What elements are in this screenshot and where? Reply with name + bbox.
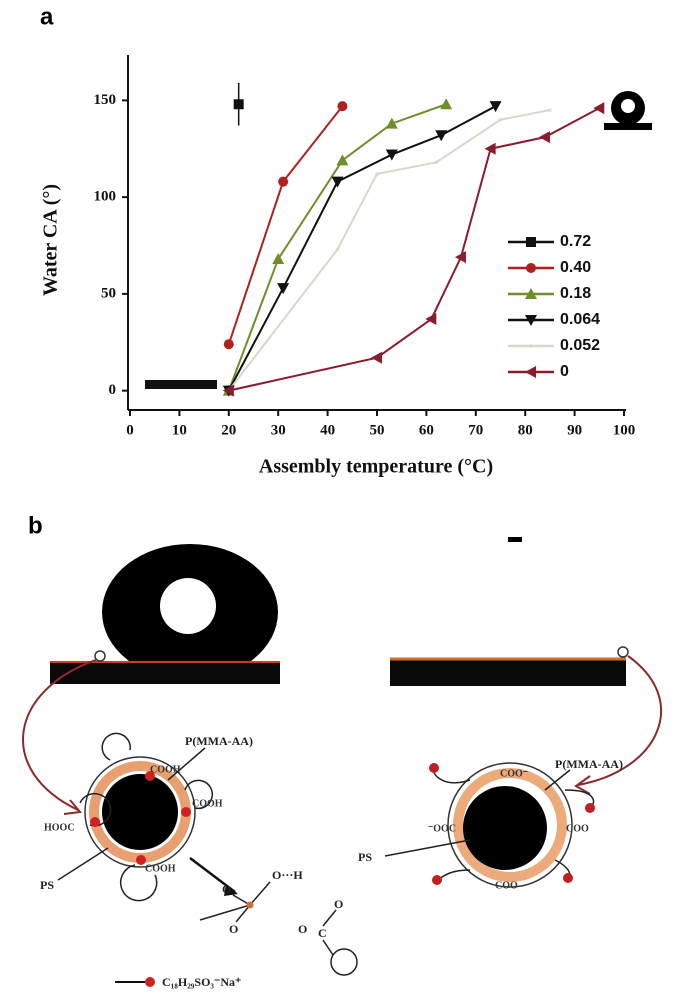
data-point bbox=[498, 117, 503, 122]
x-tick-label: 40 bbox=[320, 422, 335, 438]
particle bbox=[57, 732, 238, 902]
legend-dot bbox=[145, 977, 155, 987]
marker-bar bbox=[145, 380, 217, 389]
arrow bbox=[577, 655, 663, 786]
data-point bbox=[434, 160, 439, 165]
x-tick-label: 90 bbox=[567, 422, 582, 438]
data-point bbox=[337, 101, 348, 112]
data-point bbox=[547, 108, 552, 113]
data-point bbox=[385, 149, 398, 161]
molecule bbox=[199, 881, 358, 976]
x-tick-label: 80 bbox=[518, 422, 533, 438]
particle bbox=[384, 762, 595, 888]
label: O···H bbox=[272, 868, 303, 882]
label: COOH bbox=[192, 798, 223, 809]
series-line bbox=[228, 109, 551, 392]
label: HOOC bbox=[44, 822, 75, 833]
x-tick-label: 0 bbox=[126, 422, 134, 438]
legend-label: 0 bbox=[560, 363, 569, 380]
data-point bbox=[335, 247, 340, 252]
data-point bbox=[538, 131, 550, 144]
speck bbox=[508, 537, 522, 542]
label: COO⁻ bbox=[500, 768, 528, 779]
legend-label: 0.052 bbox=[560, 337, 600, 354]
x-tick-label: 100 bbox=[613, 422, 636, 438]
data-point bbox=[440, 98, 453, 110]
plot-area: 0 10 20 30 40 50 60 70 80 90 100 0 50 100 150 0.72 0.40 0… bbox=[94, 82, 636, 438]
sulfur bbox=[246, 901, 254, 909]
x-tick-label: 30 bbox=[271, 422, 286, 438]
label: PS bbox=[40, 878, 54, 892]
label: COOH bbox=[150, 764, 181, 775]
probe bbox=[617, 646, 629, 658]
legend-marker bbox=[525, 366, 536, 378]
legend-label: 0.72 bbox=[560, 233, 591, 250]
legend-label: 0.064 bbox=[560, 311, 600, 328]
probe bbox=[94, 650, 106, 662]
droplet-icon bbox=[604, 91, 652, 130]
substrate bbox=[390, 658, 626, 686]
legend-label: 0.40 bbox=[560, 259, 591, 276]
arrow-head bbox=[63, 799, 82, 815]
data-point bbox=[233, 99, 244, 110]
arrow bbox=[22, 659, 97, 811]
label: COO bbox=[566, 823, 589, 834]
x-tick-label: 10 bbox=[172, 422, 187, 438]
diagram: P(MMA-AA) COOH COOH HOOC COOH PS P(MMA-A… bbox=[22, 537, 663, 989]
y-tick-label: 50 bbox=[101, 285, 116, 301]
x-tick-label: 20 bbox=[221, 422, 236, 438]
legend-label: C₁₈H₂₉SO₃⁻Na⁺ bbox=[162, 975, 241, 989]
legend-marker bbox=[525, 288, 537, 299]
x-axis-title: Assembly temperature (°C) bbox=[259, 456, 493, 478]
label: P(MMA-AA) bbox=[555, 757, 623, 771]
panel-label: a bbox=[40, 3, 54, 30]
data-point bbox=[331, 176, 344, 188]
data-point bbox=[484, 142, 496, 155]
data-point bbox=[435, 130, 448, 142]
x-tick-label: 60 bbox=[419, 422, 434, 438]
droplet-hole bbox=[160, 578, 216, 634]
data-point bbox=[425, 313, 437, 326]
arrow-head bbox=[574, 775, 591, 795]
label: O bbox=[222, 882, 231, 896]
legend-marker bbox=[526, 263, 536, 273]
panel-label: b bbox=[28, 512, 43, 539]
label: C bbox=[318, 926, 327, 940]
x-tick-label: 50 bbox=[370, 422, 385, 438]
data-point bbox=[277, 283, 290, 295]
label: PS bbox=[358, 850, 372, 864]
y-axis-title: Water CA (°) bbox=[40, 184, 62, 296]
data-point bbox=[336, 154, 349, 166]
data-point bbox=[278, 176, 289, 187]
data-point bbox=[371, 351, 382, 364]
x-tick-label: 70 bbox=[468, 422, 483, 438]
legend-marker bbox=[526, 237, 536, 247]
legend-marker bbox=[525, 315, 537, 326]
data-point bbox=[222, 384, 234, 397]
label: COOH bbox=[145, 863, 176, 874]
data-point bbox=[375, 171, 379, 176]
label: O bbox=[298, 922, 307, 936]
series-line bbox=[227, 105, 344, 345]
data-point bbox=[272, 253, 285, 265]
label: O bbox=[229, 922, 238, 936]
data-point bbox=[593, 102, 605, 115]
y-tick-label: 150 bbox=[94, 92, 117, 108]
label: COO bbox=[495, 880, 518, 891]
substrate bbox=[50, 662, 280, 684]
y-tick-label: 0 bbox=[109, 382, 117, 398]
legend-label: 0.18 bbox=[560, 285, 591, 302]
data-point bbox=[385, 117, 398, 129]
label: P(MMA-AA) bbox=[185, 734, 253, 748]
data-point bbox=[489, 101, 502, 113]
label: ⁻OOC bbox=[428, 823, 456, 834]
y-tick-label: 100 bbox=[94, 189, 117, 205]
legend-marker bbox=[529, 344, 533, 348]
series-line bbox=[227, 105, 497, 392]
data-point bbox=[454, 251, 466, 264]
data-point bbox=[223, 339, 234, 350]
label: O bbox=[334, 897, 343, 911]
